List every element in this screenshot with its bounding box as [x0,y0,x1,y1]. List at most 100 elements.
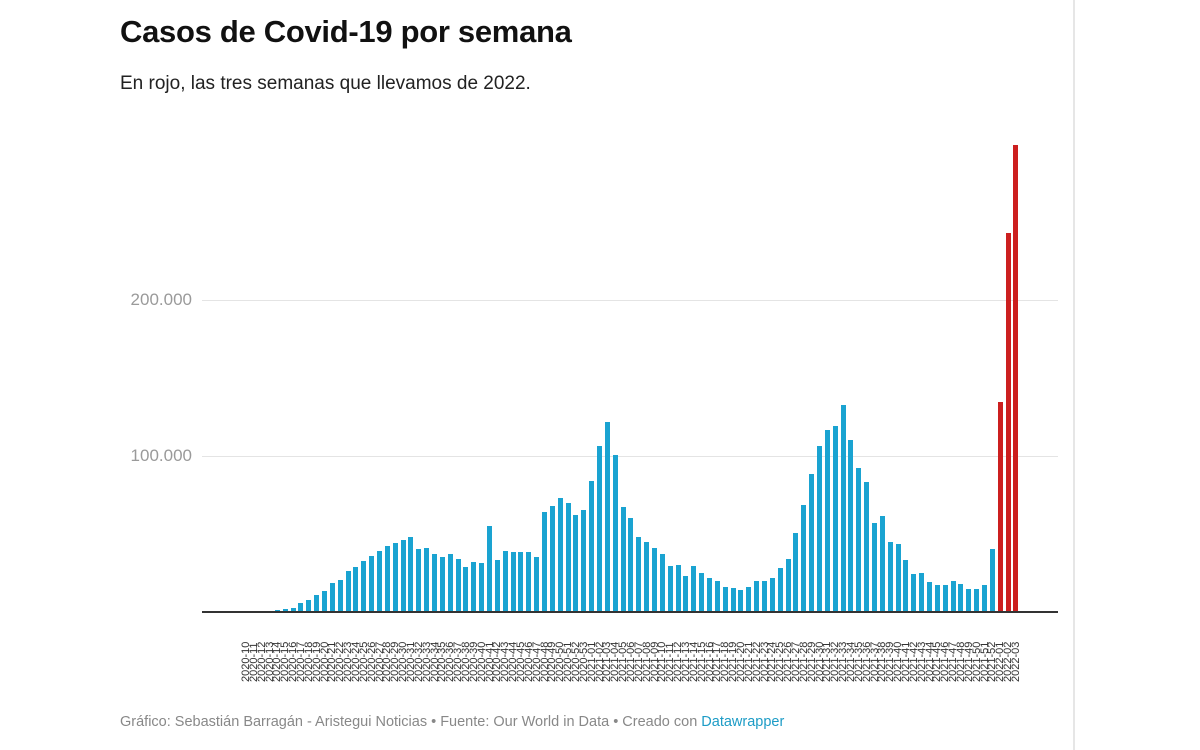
bar-2022-01 [997,402,1003,612]
bar-2021-41 [903,560,909,612]
bar-2021-10 [659,553,665,612]
bar-2020-46 [526,551,532,612]
bar-2020-22 [337,580,343,612]
gridline-200000 [202,300,1058,301]
gridline-100000 [202,456,1058,457]
bar-2020-19 [314,594,320,612]
bar-2021-37 [872,522,878,612]
bar-2021-32 [832,426,838,612]
bar-2022-03 [1013,144,1019,612]
bar-2021-24 [769,577,775,612]
bar-2020-14 [274,609,280,612]
y-tick-label: 100.000 [130,446,192,465]
bar-2021-22 [754,580,760,612]
bar-2020-34 [432,553,438,612]
bar-2020-36 [447,553,453,612]
bar-2020-17 [298,602,304,612]
bar-2021-11 [667,565,673,612]
bar-2021-40 [895,543,901,612]
bar-2021-13 [683,575,689,612]
bar-2020-30 [400,539,406,612]
bar-2021-08 [644,541,650,612]
bar-2021-21 [746,587,752,612]
bar-2020-20 [322,590,328,612]
bar-2020-25 [361,560,367,612]
bar-2021-04 [612,455,618,612]
bar-2020-24 [353,567,359,612]
bar-2021-29 [809,473,815,612]
footer-credit: Gráfico: Sebastián Barragán - Aristegui … [120,714,702,730]
bar-2020-53 [581,509,587,612]
bar-2020-47 [534,556,540,612]
bar-2020-52 [573,514,579,612]
bar-2020-51 [565,502,571,612]
bar-2021-47 [950,580,956,612]
bar-2020-32 [416,548,422,612]
bar-2020-15 [282,609,288,612]
datawrapper-link[interactable]: Datawrapper [701,714,785,730]
bar-2021-50 [974,589,980,612]
chart-title: Casos de Covid-19 por semana [120,14,572,49]
bar-2020-26 [369,555,375,612]
bar-2020-28 [384,546,390,612]
bar-2021-35 [856,468,862,612]
bar-2020-49 [549,506,555,612]
bar-2020-48 [542,512,548,612]
bar-2020-18 [306,599,312,612]
bar-2021-12 [675,565,681,612]
bar-2021-44 [927,582,933,612]
panel-divider [1073,0,1075,750]
bar-2020-21 [329,582,335,612]
bar-2021-03 [604,421,610,612]
bar-2020-37 [455,558,461,612]
bar-2020-43 [502,551,508,612]
x-tick-label: 2022-03 [1009,641,1022,682]
bar-2020-38 [463,567,469,612]
bar-2021-30 [817,446,823,612]
bar-2021-34 [848,439,854,612]
chart-subtitle: En rojo, las tres semanas que llevamos d… [120,73,531,94]
bar-2021-33 [840,404,846,612]
bar-2021-06 [628,517,634,612]
y-tick-label: 200.000 [130,290,192,309]
bar-2020-16 [290,607,296,612]
bar-2021-07 [636,536,642,612]
bar-2021-49 [966,589,972,612]
bar-2020-33 [424,548,430,612]
bar-2020-45 [518,551,524,612]
bar-2020-39 [471,561,477,612]
bar-2020-41 [487,526,493,612]
bar-2021-17 [714,580,720,612]
bar-2021-52 [989,548,995,612]
bar-2021-27 [793,533,799,612]
bar-2020-35 [439,556,445,612]
bar-2020-40 [479,563,485,612]
bar-2021-51 [982,585,988,612]
bar-2021-38 [879,516,885,612]
bar-2021-26 [785,558,791,612]
bar-2020-42 [494,560,500,612]
bar-2021-31 [824,429,830,612]
chart-footer: Gráfico: Sebastián Barragán - Aristegui … [120,714,784,730]
bar-2021-36 [864,482,870,612]
x-axis-baseline [202,611,1058,613]
bar-2021-02 [597,446,603,612]
bar-2022-02 [1005,232,1011,612]
bar-2021-46 [942,585,948,612]
bar-2021-01 [589,480,595,612]
bar-2021-05 [620,507,626,612]
bar-2020-31 [408,536,414,612]
bar-2021-16 [707,577,713,612]
bar-2020-23 [345,570,351,612]
bar-2020-50 [557,497,563,612]
bar-2021-48 [958,584,964,612]
bar-2020-44 [510,551,516,612]
bar-2021-18 [722,587,728,612]
bar-2021-20 [738,590,744,612]
bar-2021-25 [777,568,783,612]
bar-2021-19 [730,587,736,612]
bar-2021-39 [887,541,893,612]
bar-2021-23 [762,580,768,612]
bar-2020-27 [377,551,383,612]
bar-2021-43 [919,573,925,612]
